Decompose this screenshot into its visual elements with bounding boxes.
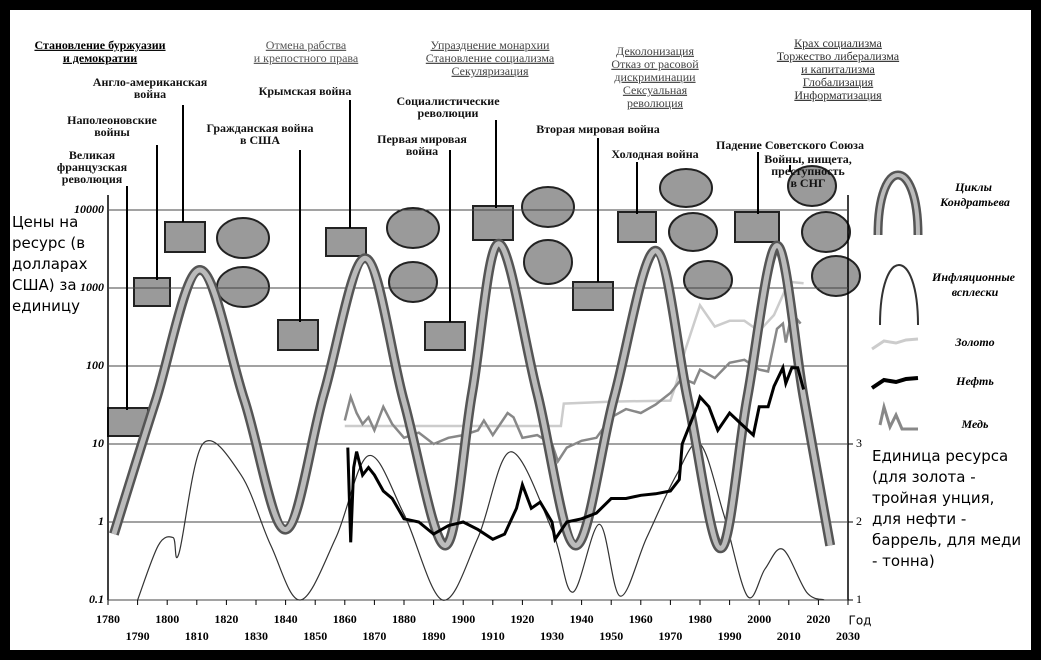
- era-label: Упразднение монархии: [431, 38, 551, 52]
- illustration: [573, 282, 613, 310]
- y-tick-label: 10: [92, 436, 104, 450]
- x-tick-label: 1940: [570, 612, 594, 626]
- x-tick-label: 2000: [747, 612, 771, 626]
- x-tick-label: 1850: [303, 629, 327, 643]
- x-tick-label: 1810: [185, 629, 209, 643]
- legend-swatch: [872, 339, 918, 349]
- era-label: Крах социализма: [794, 36, 882, 50]
- x-tick-label: 1870: [362, 629, 386, 643]
- era-label: Становление социализма: [426, 51, 555, 65]
- x-tick-label: 1930: [540, 629, 564, 643]
- illustration: [217, 218, 269, 258]
- x-tick-label: 1910: [481, 629, 505, 643]
- legend-swatch: [880, 407, 918, 429]
- x-tick-label: 1880: [392, 612, 416, 626]
- illustration: [387, 208, 439, 248]
- era-label: Глобализация: [803, 75, 874, 89]
- era-label: революция: [627, 96, 684, 110]
- event-label: Холодная война: [611, 147, 698, 161]
- era-label: Отмена рабства: [266, 38, 347, 52]
- illustration: [618, 212, 656, 242]
- legend-label: Нефть: [955, 374, 994, 388]
- era-label: и капитализма: [801, 62, 875, 76]
- y-tick-label: 0.1: [89, 592, 104, 606]
- illustration: [802, 212, 850, 252]
- illustration: [522, 187, 574, 227]
- legend-label: Медь: [961, 417, 989, 431]
- y2-tick-label: 3: [856, 436, 862, 450]
- legend-swatch: [872, 378, 918, 388]
- illustration: [165, 222, 205, 252]
- y-axis-label: Цены на ресурс (в долларах США) за едини…: [12, 212, 108, 317]
- illustration: [684, 261, 732, 299]
- x-tick-label: 1800: [155, 612, 179, 626]
- era-label: Деколонизация: [616, 44, 694, 58]
- illustration: [812, 256, 860, 296]
- legend-label: Золото: [954, 335, 994, 349]
- x-tick-label: 1780: [96, 612, 120, 626]
- illustration: [326, 228, 366, 256]
- x-tick-label: 1840: [274, 612, 298, 626]
- x-tick-label: 1920: [510, 612, 534, 626]
- illustration: [278, 320, 318, 350]
- illustration: [134, 278, 170, 306]
- illustration: [389, 262, 437, 302]
- x-tick-label: 1960: [629, 612, 653, 626]
- event-label: война: [134, 87, 166, 101]
- era-label: и демократии: [63, 51, 137, 65]
- illustration: [524, 240, 572, 284]
- illustration: [735, 212, 779, 242]
- event-label: Крымская война: [259, 84, 352, 98]
- event-label: в США: [240, 133, 280, 147]
- y-tick-label: 1: [98, 514, 104, 528]
- event-label: Падение Советского Союза: [716, 138, 864, 152]
- illustration: [669, 213, 717, 251]
- event-label: в СНГ: [790, 176, 825, 190]
- event-label: войны: [94, 125, 130, 139]
- x-tick-label: 1980: [688, 612, 712, 626]
- event-label: революция: [62, 172, 123, 186]
- illustration: [425, 322, 465, 350]
- era-label: Секуляризация: [452, 64, 529, 78]
- legend-label-line: Кондратьева: [939, 195, 1010, 209]
- event-label: война: [406, 144, 438, 158]
- legend-label-line: всплески: [952, 285, 999, 299]
- x-tick-label: 1820: [214, 612, 238, 626]
- x-tick-label: 1830: [244, 629, 268, 643]
- illustration: [217, 267, 269, 307]
- legend-swatch: [880, 265, 918, 325]
- x-tick-label: 2030: [836, 629, 860, 643]
- x-tick-label: 1860: [333, 612, 357, 626]
- legend-label-line: Инфляционные: [931, 270, 1018, 284]
- era-label: Отказ от расовой: [611, 57, 699, 71]
- era-label: Информатизация: [794, 88, 882, 102]
- y2-tick-label: 2: [856, 514, 862, 528]
- y2-tick-label: 1: [856, 592, 862, 606]
- era-label: Становление буржуазии: [34, 38, 165, 52]
- x-tick-label: 1950: [599, 629, 623, 643]
- legend-label: Циклы Кондратьева: [939, 180, 1010, 209]
- x-tick-label: 1990: [718, 629, 742, 643]
- era-label: Торжество либерализма: [777, 49, 900, 63]
- x-tick-label: 1970: [658, 629, 682, 643]
- era-label: и крепостного права: [254, 51, 359, 65]
- legend-swatch: [878, 175, 918, 235]
- event-label: революции: [418, 106, 479, 120]
- x-tick-label: 2020: [806, 612, 830, 626]
- illustration: [473, 206, 513, 240]
- inflation-line: [138, 441, 825, 601]
- x-tick-label: 1790: [126, 629, 150, 643]
- event-label: Вторая мировая война: [536, 122, 660, 136]
- legend-label: Инфляционные всплески: [931, 270, 1018, 299]
- legend-label-line: Циклы: [954, 180, 995, 194]
- era-label: Сексуальная: [623, 83, 688, 97]
- y2-axis-label: Единица ресурса (для золота - тройная ун…: [872, 446, 1027, 572]
- x-axis-label: Год: [849, 614, 872, 628]
- x-tick-label: 1900: [451, 612, 475, 626]
- y-tick-label: 100: [86, 358, 104, 372]
- era-label: дискриминации: [614, 70, 696, 84]
- x-tick-label: 2010: [777, 629, 801, 643]
- x-tick-label: 1890: [422, 629, 446, 643]
- illustration: [660, 169, 712, 207]
